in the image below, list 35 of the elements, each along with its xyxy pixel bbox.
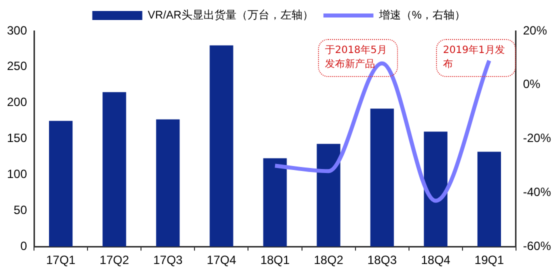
x-tick-label: 18Q4 [420, 253, 451, 268]
x-tick-label: 18Q2 [314, 253, 344, 268]
bar [210, 45, 234, 247]
bar [370, 108, 394, 247]
y2-tick-label: -40% [522, 185, 552, 200]
bar [263, 158, 287, 247]
legend-label: VR/AR头显出货量（万台，左轴） [148, 8, 314, 22]
bar [102, 92, 126, 247]
x-tick-label: 18Q1 [260, 253, 290, 268]
x-tick-label: 17Q3 [153, 253, 183, 268]
x-tick-label: 17Q1 [46, 253, 76, 268]
y2-tick-label: 20% [522, 23, 548, 38]
y2-tick-label: -60% [522, 238, 552, 253]
y-tick-label: 300 [6, 23, 28, 38]
x-tick-label: 19Q1 [474, 253, 504, 268]
bar [424, 132, 448, 247]
bar [477, 152, 501, 247]
legend-label: 增速（%，右轴） [378, 8, 466, 22]
bar [316, 144, 340, 247]
y-tick-label: 250 [6, 59, 28, 74]
x-tick-label: 17Q2 [100, 253, 130, 268]
line-series [273, 58, 492, 203]
y2-tick-label: -20% [522, 131, 552, 146]
y-tick-label: 0 [20, 238, 28, 253]
y2-tick-label: 0% [522, 77, 541, 92]
y-tick-label: 150 [6, 131, 28, 146]
rounded-frame: 于2018年5月发布新产品 [318, 39, 398, 77]
bar [156, 119, 180, 247]
y-tick-label: 50 [14, 202, 28, 217]
x-tick-label: 18Q3 [367, 253, 398, 268]
x-tick-label: 17Q4 [206, 253, 236, 268]
y-tick-label: 100 [6, 167, 28, 182]
bar [49, 120, 73, 247]
rounded-frame: 2019年1月发布 [436, 39, 516, 77]
y-tick-label: 200 [6, 95, 28, 110]
